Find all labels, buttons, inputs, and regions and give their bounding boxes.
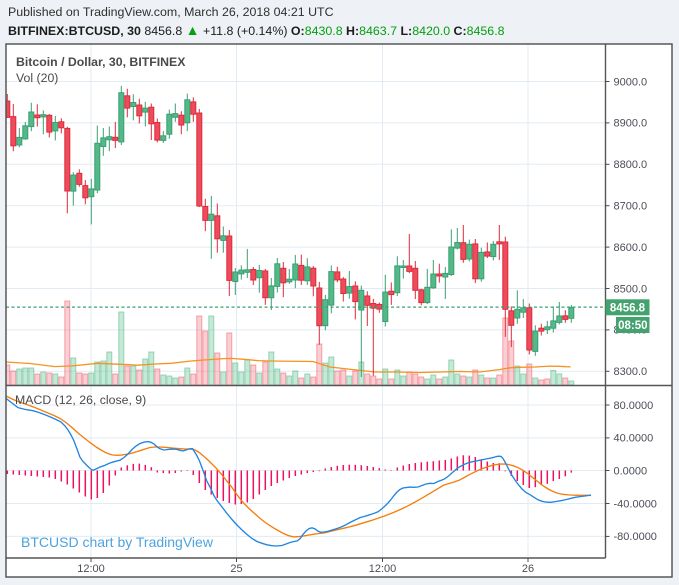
svg-text:8300.0: 8300.0: [614, 366, 648, 378]
svg-text:9000.0: 9000.0: [614, 76, 648, 88]
svg-text:12:00: 12:00: [369, 563, 397, 575]
svg-text:40.0000: 40.0000: [614, 433, 654, 445]
svg-text:26: 26: [522, 563, 534, 575]
svg-text:08:50: 08:50: [618, 320, 647, 332]
svg-text:8700.0: 8700.0: [614, 201, 648, 213]
svg-text:MACD (12, 26, close, 9): MACD (12, 26, close, 9): [15, 393, 146, 407]
svg-text:12:00: 12:00: [77, 563, 105, 575]
svg-text:8900.0: 8900.0: [614, 118, 648, 130]
svg-text:-40.0000: -40.0000: [614, 498, 657, 510]
svg-text:0.0000: 0.0000: [614, 465, 648, 477]
svg-text:BTCUSD chart by TradingView: BTCUSD chart by TradingView: [21, 534, 214, 550]
svg-text:8800.0: 8800.0: [614, 159, 648, 171]
svg-text:8456.8: 8456.8: [610, 302, 646, 314]
svg-text:-80.0000: -80.0000: [614, 531, 657, 543]
svg-text:25: 25: [230, 563, 242, 575]
svg-text:Vol (20): Vol (20): [16, 71, 58, 85]
svg-text:Bitcoin / Dollar, 30, BITFINEX: Bitcoin / Dollar, 30, BITFINEX: [16, 55, 186, 69]
svg-text:80.0000: 80.0000: [614, 400, 654, 412]
svg-text:8600.0: 8600.0: [614, 242, 648, 254]
svg-text:8500.0: 8500.0: [614, 283, 648, 295]
